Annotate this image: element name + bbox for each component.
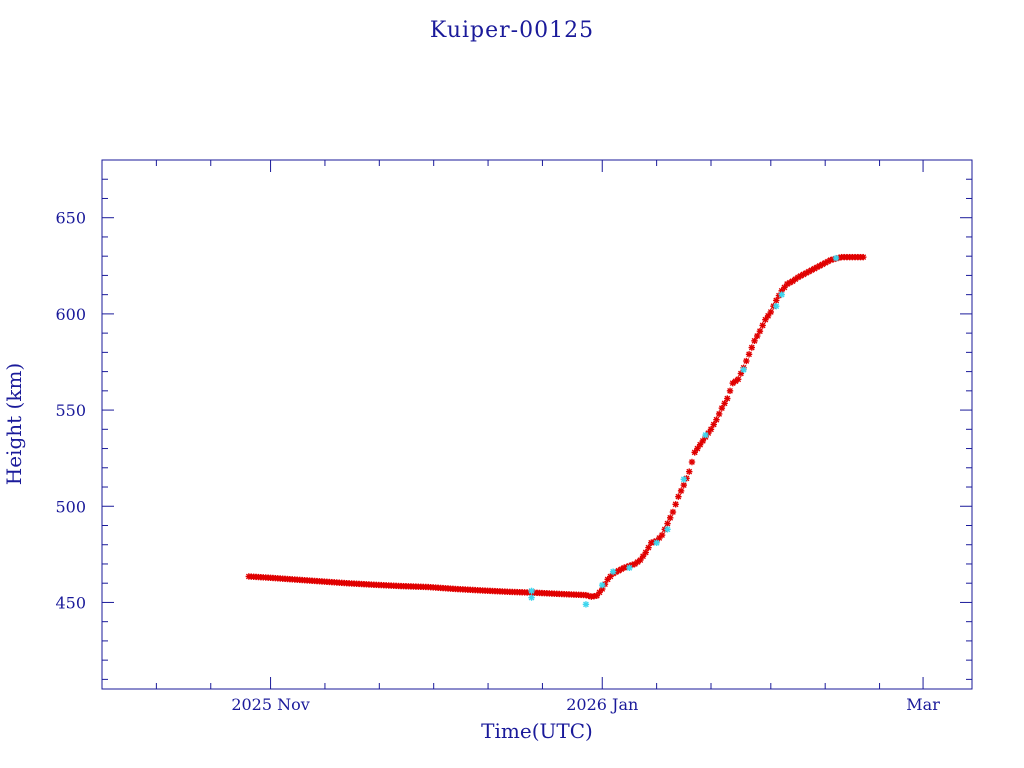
data-point xyxy=(672,501,679,508)
data-point xyxy=(745,351,753,358)
y-tick-label: 650 xyxy=(55,209,86,228)
data-point xyxy=(748,344,755,351)
data-point xyxy=(767,308,775,316)
data-point xyxy=(751,337,758,345)
x-tick-label: Mar xyxy=(906,695,940,714)
y-tick-label: 550 xyxy=(55,401,86,420)
data-point xyxy=(667,514,674,521)
data-point xyxy=(775,292,783,299)
data-point xyxy=(664,526,671,533)
data-point xyxy=(691,449,698,456)
data-point xyxy=(702,431,709,439)
data-point xyxy=(696,441,704,448)
data-point xyxy=(832,254,840,262)
data-point xyxy=(688,458,696,466)
y-tick-label: 600 xyxy=(55,305,86,324)
data-point xyxy=(626,564,633,572)
data-point xyxy=(764,312,772,320)
data-point xyxy=(642,549,649,556)
y-axis-label: Height (km) xyxy=(2,363,26,485)
data-point xyxy=(754,332,761,340)
plot-frame xyxy=(101,159,973,690)
data-point xyxy=(680,481,688,489)
data-point xyxy=(762,316,769,323)
data-point xyxy=(675,493,682,500)
data-point xyxy=(639,553,647,560)
x-tick-label: 2026 Jan xyxy=(566,695,638,714)
data-point xyxy=(694,445,701,452)
data-point xyxy=(528,594,535,601)
data-point xyxy=(699,437,707,445)
data-point xyxy=(686,468,693,475)
data-point xyxy=(677,487,685,495)
data-point xyxy=(724,395,731,402)
data-point xyxy=(743,357,750,365)
data-point xyxy=(734,376,742,383)
data-point xyxy=(582,601,590,608)
y-tick-label: 500 xyxy=(55,497,86,516)
data-point xyxy=(653,539,660,547)
data-point xyxy=(718,404,726,412)
data-point xyxy=(599,581,606,589)
data-point xyxy=(680,476,688,483)
y-tick-label: 450 xyxy=(55,593,86,612)
x-axis-label: Time(UTC) xyxy=(481,719,593,743)
data-point xyxy=(528,587,535,595)
chart-title: Kuiper-00125 xyxy=(430,18,594,43)
data-point xyxy=(609,568,617,575)
data-point xyxy=(707,426,715,433)
data-point xyxy=(778,291,785,298)
data-point xyxy=(721,400,728,407)
data-point xyxy=(756,328,764,335)
data-point xyxy=(669,508,677,516)
axis-ticks xyxy=(101,159,972,689)
data-point xyxy=(658,531,666,539)
tick-labels: 2025 Nov 2026 Jan Mar 450 500 550 600 650 xyxy=(55,209,940,714)
data-point xyxy=(713,416,720,423)
data-point xyxy=(637,556,644,564)
data-point xyxy=(715,410,723,418)
data-point xyxy=(860,253,867,261)
data-point xyxy=(664,520,671,527)
data-point xyxy=(645,544,652,551)
data-point xyxy=(773,297,780,304)
data-point xyxy=(737,370,745,377)
data-points xyxy=(245,253,867,608)
data-point xyxy=(773,302,780,310)
data-point xyxy=(759,322,766,329)
data-point xyxy=(604,576,611,583)
data-point xyxy=(710,421,717,428)
data-point xyxy=(740,366,747,373)
data-point xyxy=(726,387,734,395)
x-tick-label: 2025 Nov xyxy=(231,695,309,714)
